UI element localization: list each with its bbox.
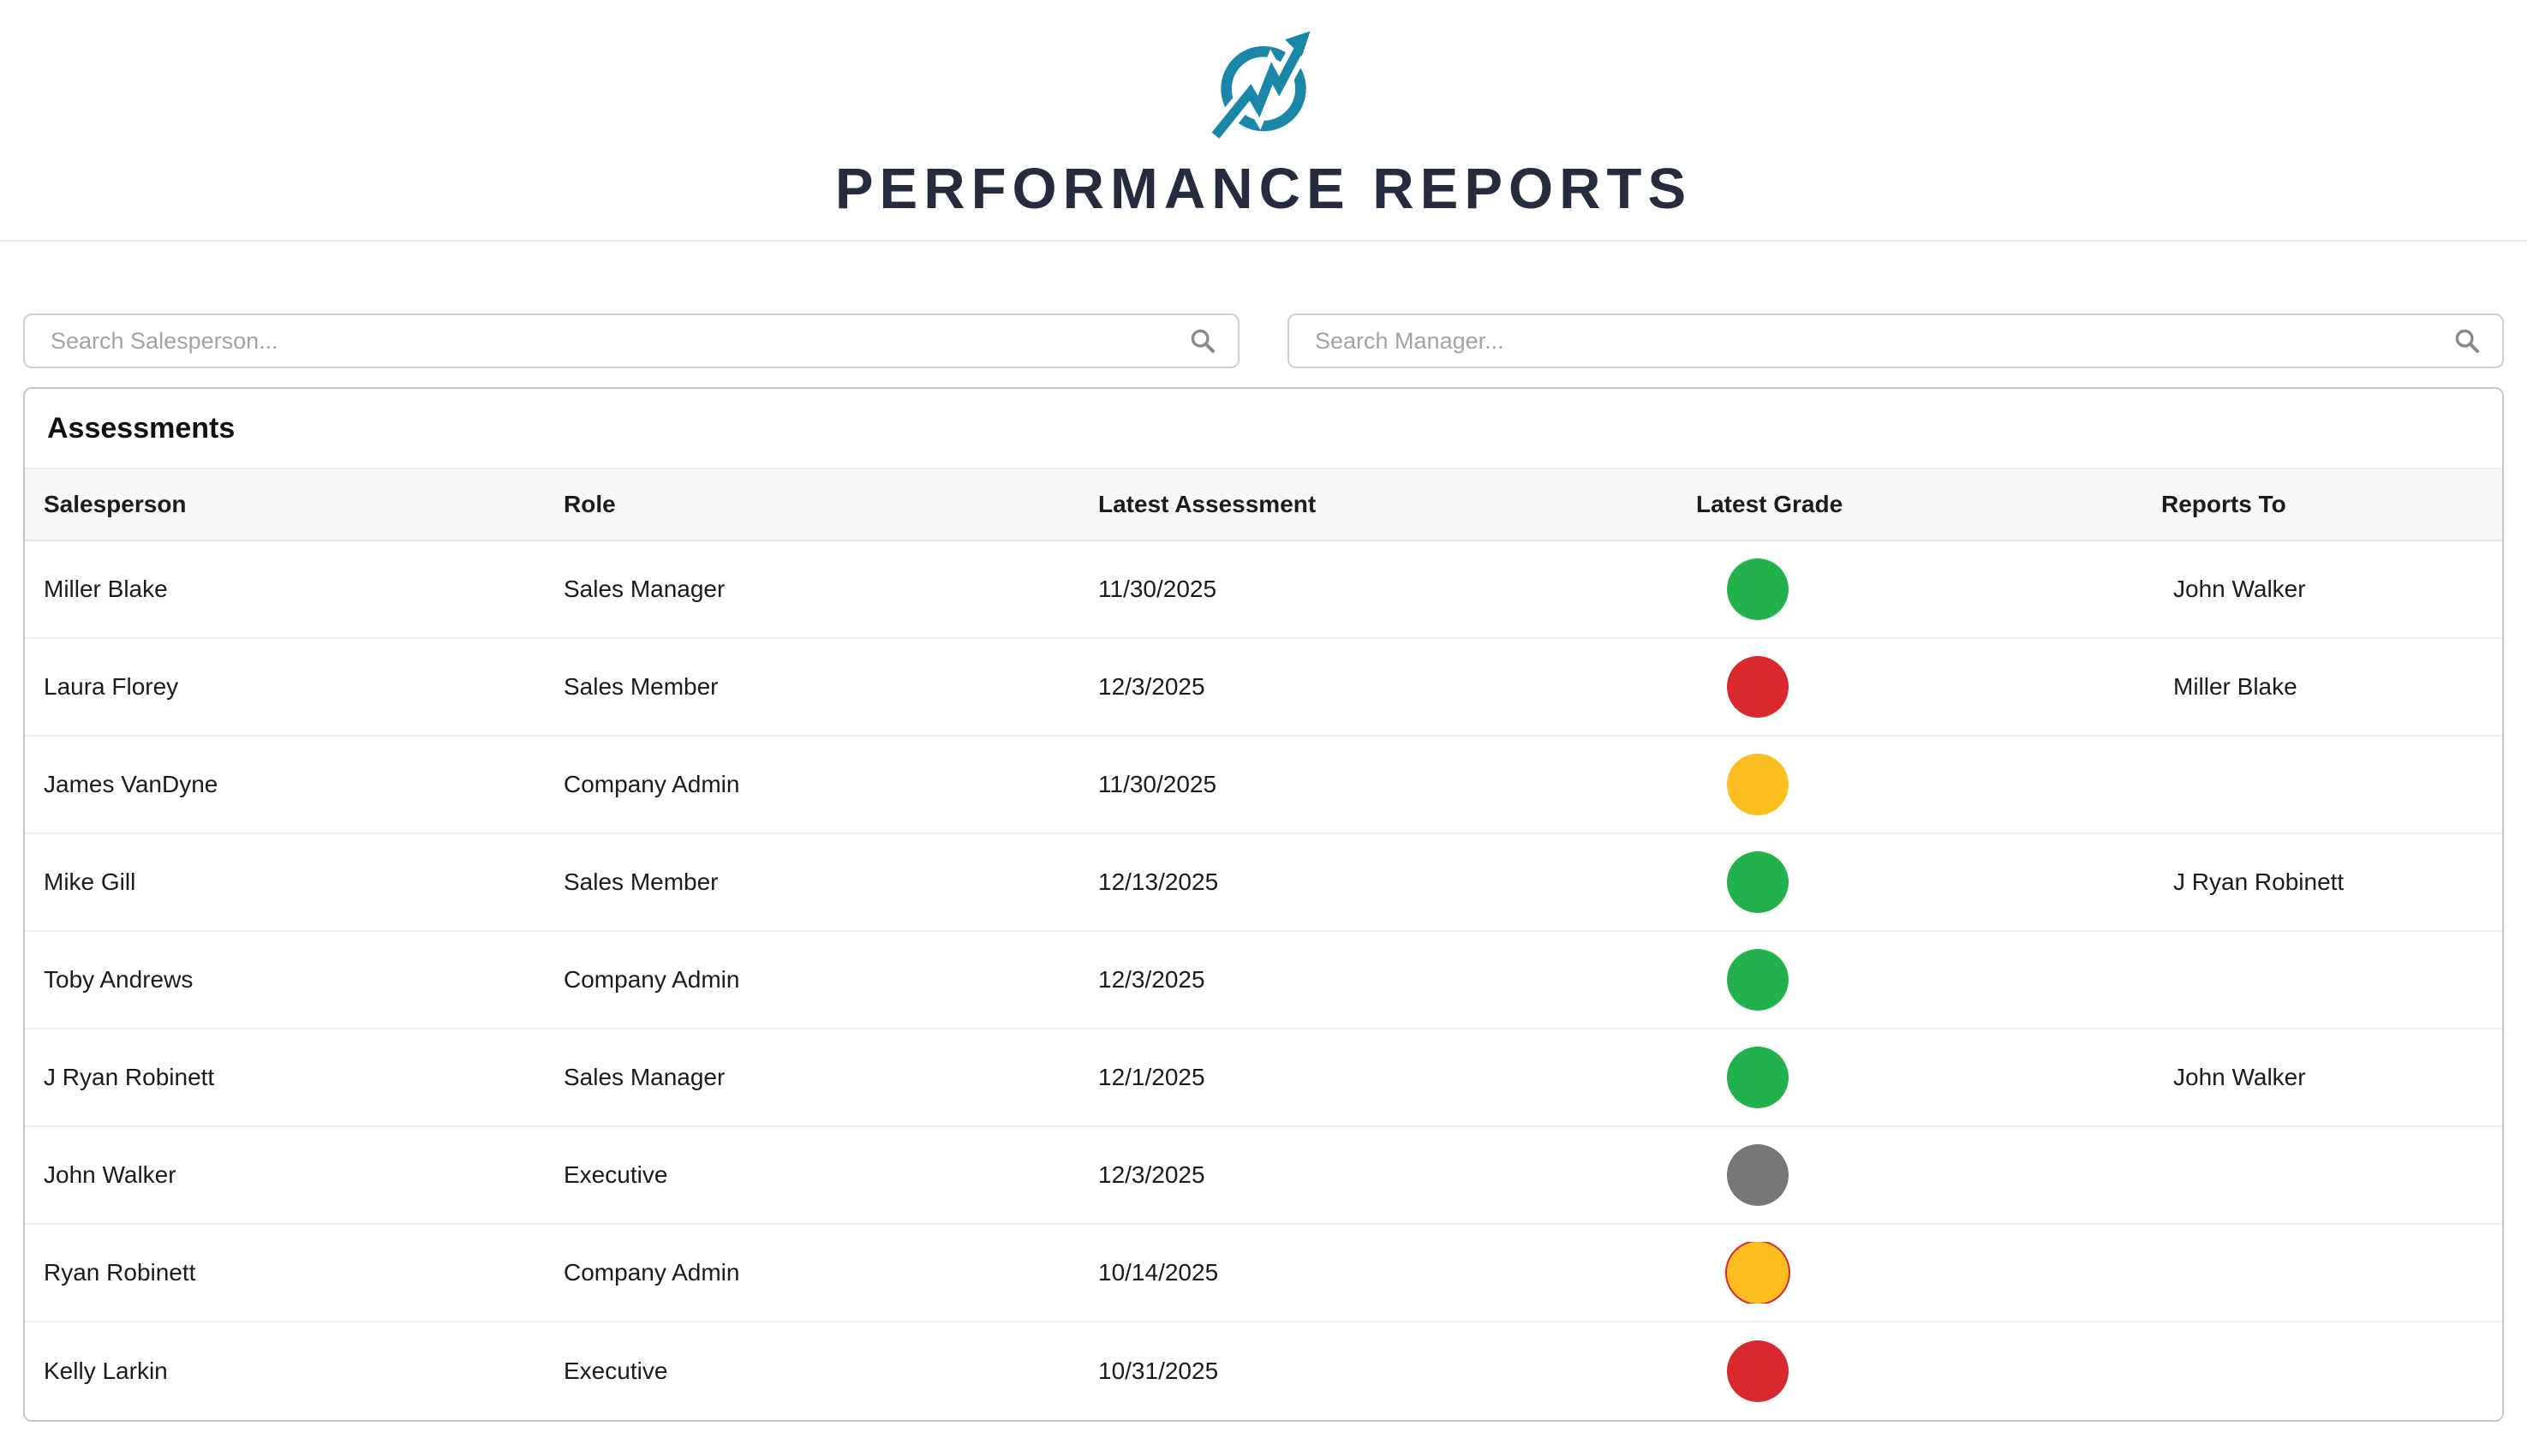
- latest-grade-cell: [1677, 1144, 2122, 1206]
- salesperson-name: James VanDyne: [44, 771, 218, 797]
- column-header-latest-grade: Latest Grade: [1696, 491, 1843, 517]
- search-row: [0, 313, 2527, 368]
- latest-assessment-date: 11/30/2025: [1098, 771, 1217, 797]
- latest-assessment-date: 12/13/2025: [1098, 868, 1219, 895]
- salesperson-name: Laura Florey: [44, 673, 179, 700]
- column-header-salesperson: Salesperson: [44, 491, 187, 517]
- salesperson-name: John Walker: [44, 1161, 176, 1188]
- trend-chart-circle-arrow-icon: [1207, 31, 1311, 142]
- grade-dot-gray: [1727, 1144, 1789, 1206]
- grade-dot-green: [1727, 558, 1789, 620]
- latest-grade-cell: [1677, 949, 2122, 1011]
- role: Sales Manager: [564, 576, 726, 602]
- role: Sales Member: [564, 673, 719, 700]
- latest-assessment-date: 12/3/2025: [1098, 966, 1205, 993]
- latest-grade-cell: [1677, 1340, 2122, 1402]
- latest-assessment-date: 12/3/2025: [1098, 673, 1205, 700]
- role: Company Admin: [564, 1259, 740, 1286]
- search-icon[interactable]: [2452, 326, 2482, 355]
- table-row[interactable]: J Ryan Robinett Sales Manager 12/1/2025 …: [25, 1029, 2502, 1127]
- reports-to: Miller Blake: [2173, 673, 2297, 700]
- latest-grade-cell: [1677, 1047, 2122, 1108]
- salesperson-name: Ryan Robinett: [44, 1259, 196, 1286]
- search-icon[interactable]: [1188, 326, 1217, 355]
- latest-grade-cell: [1677, 754, 2122, 815]
- grade-dot-green: [1727, 949, 1789, 1011]
- manager-search-input[interactable]: [1289, 315, 2502, 367]
- table-row[interactable]: James VanDyne Company Admin 11/30/2025: [25, 737, 2502, 834]
- grade-dot-green: [1727, 1047, 1789, 1108]
- table-body: Miller Blake Sales Manager 11/30/2025 Jo…: [25, 541, 2502, 1420]
- column-header-reports-to: Reports To: [2161, 491, 2286, 517]
- table-row[interactable]: John Walker Executive 12/3/2025: [25, 1127, 2502, 1225]
- salesperson-name: Toby Andrews: [44, 966, 194, 993]
- salesperson-name: J Ryan Robinett: [44, 1064, 215, 1090]
- latest-assessment-date: 12/1/2025: [1098, 1064, 1205, 1090]
- salesperson-search-box: [23, 313, 1240, 368]
- table-row[interactable]: Mike Gill Sales Member 12/13/2025 J Ryan…: [25, 834, 2502, 932]
- page-title: PERFORMANCE REPORTS: [834, 157, 1693, 221]
- latest-assessment-date: 11/30/2025: [1098, 576, 1217, 602]
- column-header-role: Role: [564, 491, 616, 517]
- table-row[interactable]: Miller Blake Sales Manager 11/30/2025 Jo…: [25, 541, 2502, 639]
- table-header-row: Salesperson Role Latest Assessment Lates…: [25, 468, 2502, 541]
- table-row[interactable]: Laura Florey Sales Member 12/3/2025 Mill…: [25, 639, 2502, 737]
- salesperson-name: Miller Blake: [44, 576, 168, 602]
- grade-dot-red: [1727, 1340, 1789, 1402]
- manager-search-box: [1287, 313, 2504, 368]
- role: Executive: [564, 1358, 668, 1384]
- salesperson-name: Mike Gill: [44, 868, 136, 895]
- performance-reports-page: PERFORMANCE REPORTS Assessments Salesper…: [0, 24, 2527, 1456]
- role: Sales Manager: [564, 1064, 726, 1090]
- header-divider: [0, 240, 2527, 242]
- latest-grade-cell: [1677, 851, 2122, 913]
- latest-grade-cell: [1677, 558, 2122, 620]
- role: Company Admin: [564, 966, 740, 993]
- grade-dot-red: [1727, 656, 1789, 718]
- latest-assessment-date: 10/31/2025: [1098, 1358, 1219, 1384]
- reports-to: John Walker: [2173, 1064, 2306, 1090]
- reports-to: J Ryan Robinett: [2173, 868, 2345, 895]
- table-row[interactable]: Toby Andrews Company Admin 12/3/2025: [25, 932, 2502, 1029]
- grade-dot-yellow: [1727, 754, 1789, 815]
- grade-dot-green: [1727, 851, 1789, 913]
- reports-to: John Walker: [2173, 576, 2306, 602]
- latest-assessment-date: 12/3/2025: [1098, 1161, 1205, 1188]
- table-row[interactable]: Kelly Larkin Executive 10/31/2025: [25, 1322, 2502, 1420]
- role: Company Admin: [564, 771, 740, 797]
- role: Executive: [564, 1161, 668, 1188]
- latest-grade-cell: [1677, 656, 2122, 718]
- column-header-latest-assessment: Latest Assessment: [1098, 491, 1317, 517]
- table-row[interactable]: Ryan Robinett Company Admin 10/14/2025: [25, 1225, 2502, 1322]
- salesperson-name: Kelly Larkin: [44, 1358, 168, 1384]
- latest-grade-cell: [1677, 1242, 2122, 1304]
- grade-dot-yellow: [1727, 1242, 1789, 1304]
- role: Sales Member: [564, 868, 719, 895]
- assessments-panel: Assessments Salesperson Role Latest Asse…: [23, 387, 2504, 1422]
- salesperson-search-input[interactable]: [25, 315, 1238, 367]
- latest-assessment-date: 10/14/2025: [1098, 1259, 1219, 1286]
- assessments-title: Assessments: [47, 411, 236, 445]
